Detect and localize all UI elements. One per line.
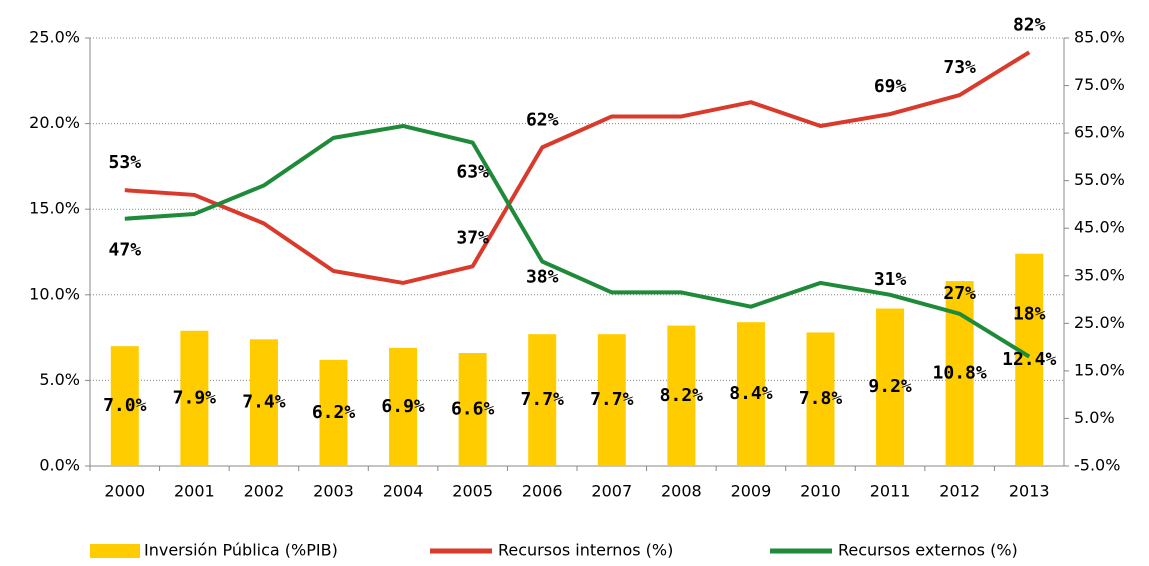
data-label: 47%: [109, 240, 142, 261]
bar: [876, 308, 905, 466]
data-label: 82%: [1013, 14, 1046, 35]
y2-tick-label: 35.0%: [1074, 265, 1125, 284]
data-label: 6.9%: [381, 396, 425, 417]
y-tick-label: 0.0%: [39, 456, 80, 475]
y-tick-label: 25.0%: [29, 28, 80, 47]
line: [124, 123, 1031, 359]
data-label: 6.2%: [312, 402, 356, 423]
bar: [597, 334, 626, 466]
data-label: 73%: [943, 57, 976, 78]
data-label: 62%: [526, 109, 559, 130]
bar: [1015, 253, 1044, 466]
data-label: 7.7%: [521, 389, 565, 410]
bar: [180, 330, 209, 466]
x-tick-label: 2006: [522, 482, 563, 501]
data-label: 53%: [109, 152, 142, 173]
y2-tick-label: 5.0%: [1074, 408, 1115, 427]
data-label: 7.0%: [103, 395, 147, 416]
bar: [667, 325, 696, 466]
y2-tick-label: 85.0%: [1074, 28, 1125, 47]
data-label: 7.8%: [799, 388, 843, 409]
data-label: 69%: [874, 76, 907, 97]
data-label: 9.2%: [868, 376, 912, 397]
x-tick-label: 2005: [452, 482, 493, 501]
y2-tick-label: 15.0%: [1074, 360, 1125, 379]
y-tick-label: 5.0%: [39, 370, 80, 389]
data-label: 18%: [1013, 304, 1046, 325]
bar: [389, 347, 418, 466]
legend-label: Recursos internos (%): [498, 541, 673, 560]
y-tick-label: 15.0%: [29, 199, 80, 218]
x-tick-label: 2004: [383, 482, 424, 501]
bar: [249, 339, 278, 466]
x-tick-label: 2001: [174, 482, 215, 501]
y2-tick-label: 75.0%: [1074, 75, 1125, 94]
legend-label: Recursos externos (%): [838, 541, 1018, 560]
y2-tick-label: 25.0%: [1074, 313, 1125, 332]
y2-tick-label: -5.0%: [1074, 456, 1120, 475]
y2-tick-label: 65.0%: [1074, 123, 1125, 142]
data-label: 7.9%: [173, 387, 217, 408]
bar: [806, 332, 835, 466]
data-label: 63%: [456, 162, 489, 183]
y2-tick-label: 45.0%: [1074, 218, 1125, 237]
data-label: 31%: [874, 269, 907, 290]
x-tick-label: 2000: [104, 482, 145, 501]
x-tick-label: 2008: [661, 482, 702, 501]
bar: [319, 359, 348, 466]
line: [124, 50, 1031, 285]
x-tick-label: 2002: [244, 482, 285, 501]
x-tick-label: 2007: [591, 482, 632, 501]
data-label: 7.7%: [590, 389, 634, 410]
x-tick-label: 2009: [731, 482, 772, 501]
y2-tick-label: 55.0%: [1074, 170, 1125, 189]
data-label: 38%: [526, 267, 559, 288]
data-label: 8.2%: [660, 385, 704, 406]
bar: [110, 346, 139, 466]
data-label: 8.4%: [729, 383, 773, 404]
y-tick-label: 20.0%: [29, 113, 80, 132]
x-tick-label: 2012: [939, 482, 980, 501]
x-tick-label: 2003: [313, 482, 354, 501]
legend-label: Inversión Pública (%PIB): [144, 541, 338, 560]
bar: [528, 334, 557, 466]
x-tick-label: 2013: [1009, 482, 1050, 501]
data-label: 12.4%: [1002, 349, 1056, 370]
bar: [736, 322, 765, 466]
bar: [458, 353, 487, 466]
data-label: 7.4%: [242, 392, 286, 413]
data-label: 37%: [456, 227, 489, 248]
data-label: 27%: [943, 283, 976, 304]
x-tick-label: 2011: [870, 482, 911, 501]
y-tick-label: 10.0%: [29, 284, 80, 303]
x-tick-label: 2010: [800, 482, 841, 501]
data-label: 6.6%: [451, 399, 495, 420]
data-label: 10.8%: [933, 363, 987, 384]
legend-swatch: [90, 544, 140, 558]
